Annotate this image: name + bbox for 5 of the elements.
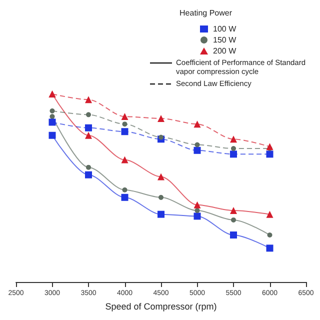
- legend-label: 150 W: [213, 36, 237, 44]
- legend-label: 200 W: [213, 46, 237, 56]
- x-axis-title: Speed of Compressor (rpm): [105, 302, 217, 312]
- legend-label: 100 W: [213, 24, 237, 34]
- legend-title: Heating Power: [180, 8, 232, 18]
